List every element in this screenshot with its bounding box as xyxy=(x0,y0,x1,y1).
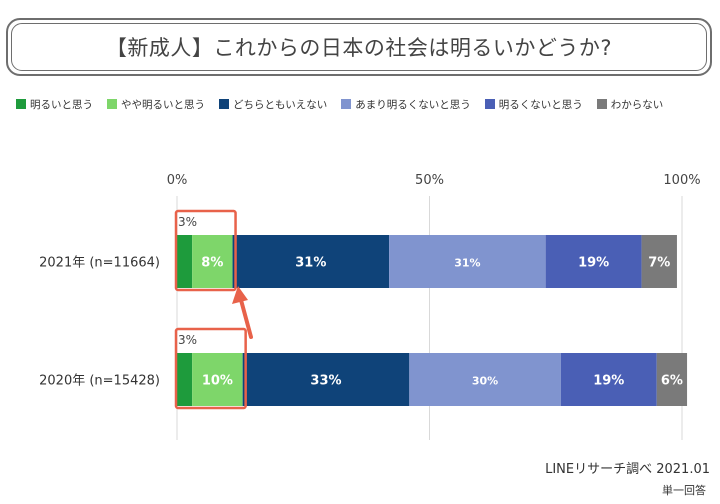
highlight-box xyxy=(174,209,237,292)
data-label: 3% xyxy=(178,333,197,347)
x-tick-label: 0% xyxy=(167,173,188,188)
highlight-arrow-shaft xyxy=(239,298,253,339)
bar-segment xyxy=(242,353,410,406)
legend-item: わからない xyxy=(596,97,664,112)
bar-segment xyxy=(192,353,243,406)
chart-title-frame: 【新成人】これからの日本の社会は明るいかどうか? xyxy=(6,18,712,76)
data-label: 33% xyxy=(310,374,341,389)
answer-type-note: 単一回答 xyxy=(662,484,706,497)
legend-label: わからない xyxy=(610,98,664,111)
x-tick-label: 50% xyxy=(415,173,444,188)
category-label: 2020年 (n=15428) xyxy=(39,374,160,389)
data-label: 19% xyxy=(578,256,609,271)
legend-swatch xyxy=(219,99,229,109)
bar-segment xyxy=(177,353,193,406)
legend-item: 明るくないと思う xyxy=(484,97,583,112)
legend-label: 明るいと思う xyxy=(30,98,93,111)
highlight-box xyxy=(174,327,247,410)
legend-item: やや明るいと思う xyxy=(107,97,205,112)
legend-swatch xyxy=(16,99,26,109)
data-label: 19% xyxy=(593,374,624,389)
legend-item: どちらともいえない xyxy=(219,97,327,112)
bar-segment xyxy=(409,353,561,406)
legend-swatch xyxy=(341,99,352,109)
legend-label: やや明るいと思う xyxy=(121,98,205,111)
legend-label: 明るくないと思う xyxy=(498,98,583,111)
data-label: 7% xyxy=(648,256,670,271)
x-tick-label: 100% xyxy=(663,173,700,188)
bar-segment xyxy=(192,235,233,288)
source-note: LINEリサーチ調べ 2021.01 xyxy=(545,462,710,477)
bar-segment xyxy=(560,353,657,406)
legend-swatch xyxy=(596,99,607,109)
data-label: 31% xyxy=(454,257,480,270)
data-label: 10% xyxy=(202,374,233,389)
bar-segment xyxy=(177,235,193,288)
data-label: 6% xyxy=(661,374,683,389)
data-label: 31% xyxy=(295,256,326,271)
legend-item: 明るいと思う xyxy=(16,97,93,112)
bar-segment xyxy=(641,235,677,288)
bar-segment xyxy=(656,353,688,406)
bar-segment xyxy=(232,235,390,288)
legend-swatch xyxy=(484,99,495,109)
legend: 明るいと思う やや明るいと思う どちらともいえない あまり明るくないと思う 明るくないと… xyxy=(16,96,716,112)
legend-label: あまり明るくないと思う xyxy=(355,98,471,111)
data-label: 8% xyxy=(201,256,223,271)
data-label: 30% xyxy=(472,375,498,388)
bar-segment xyxy=(545,235,642,288)
legend-label: どちらともいえない xyxy=(233,98,328,111)
highlight-arrow-head xyxy=(232,286,248,304)
data-label: 3% xyxy=(178,215,197,229)
legend-swatch xyxy=(107,99,117,109)
legend-item: あまり明るくないと思う xyxy=(341,97,471,112)
bar-segment xyxy=(389,235,546,288)
category-label: 2021年 (n=11664) xyxy=(39,256,160,271)
